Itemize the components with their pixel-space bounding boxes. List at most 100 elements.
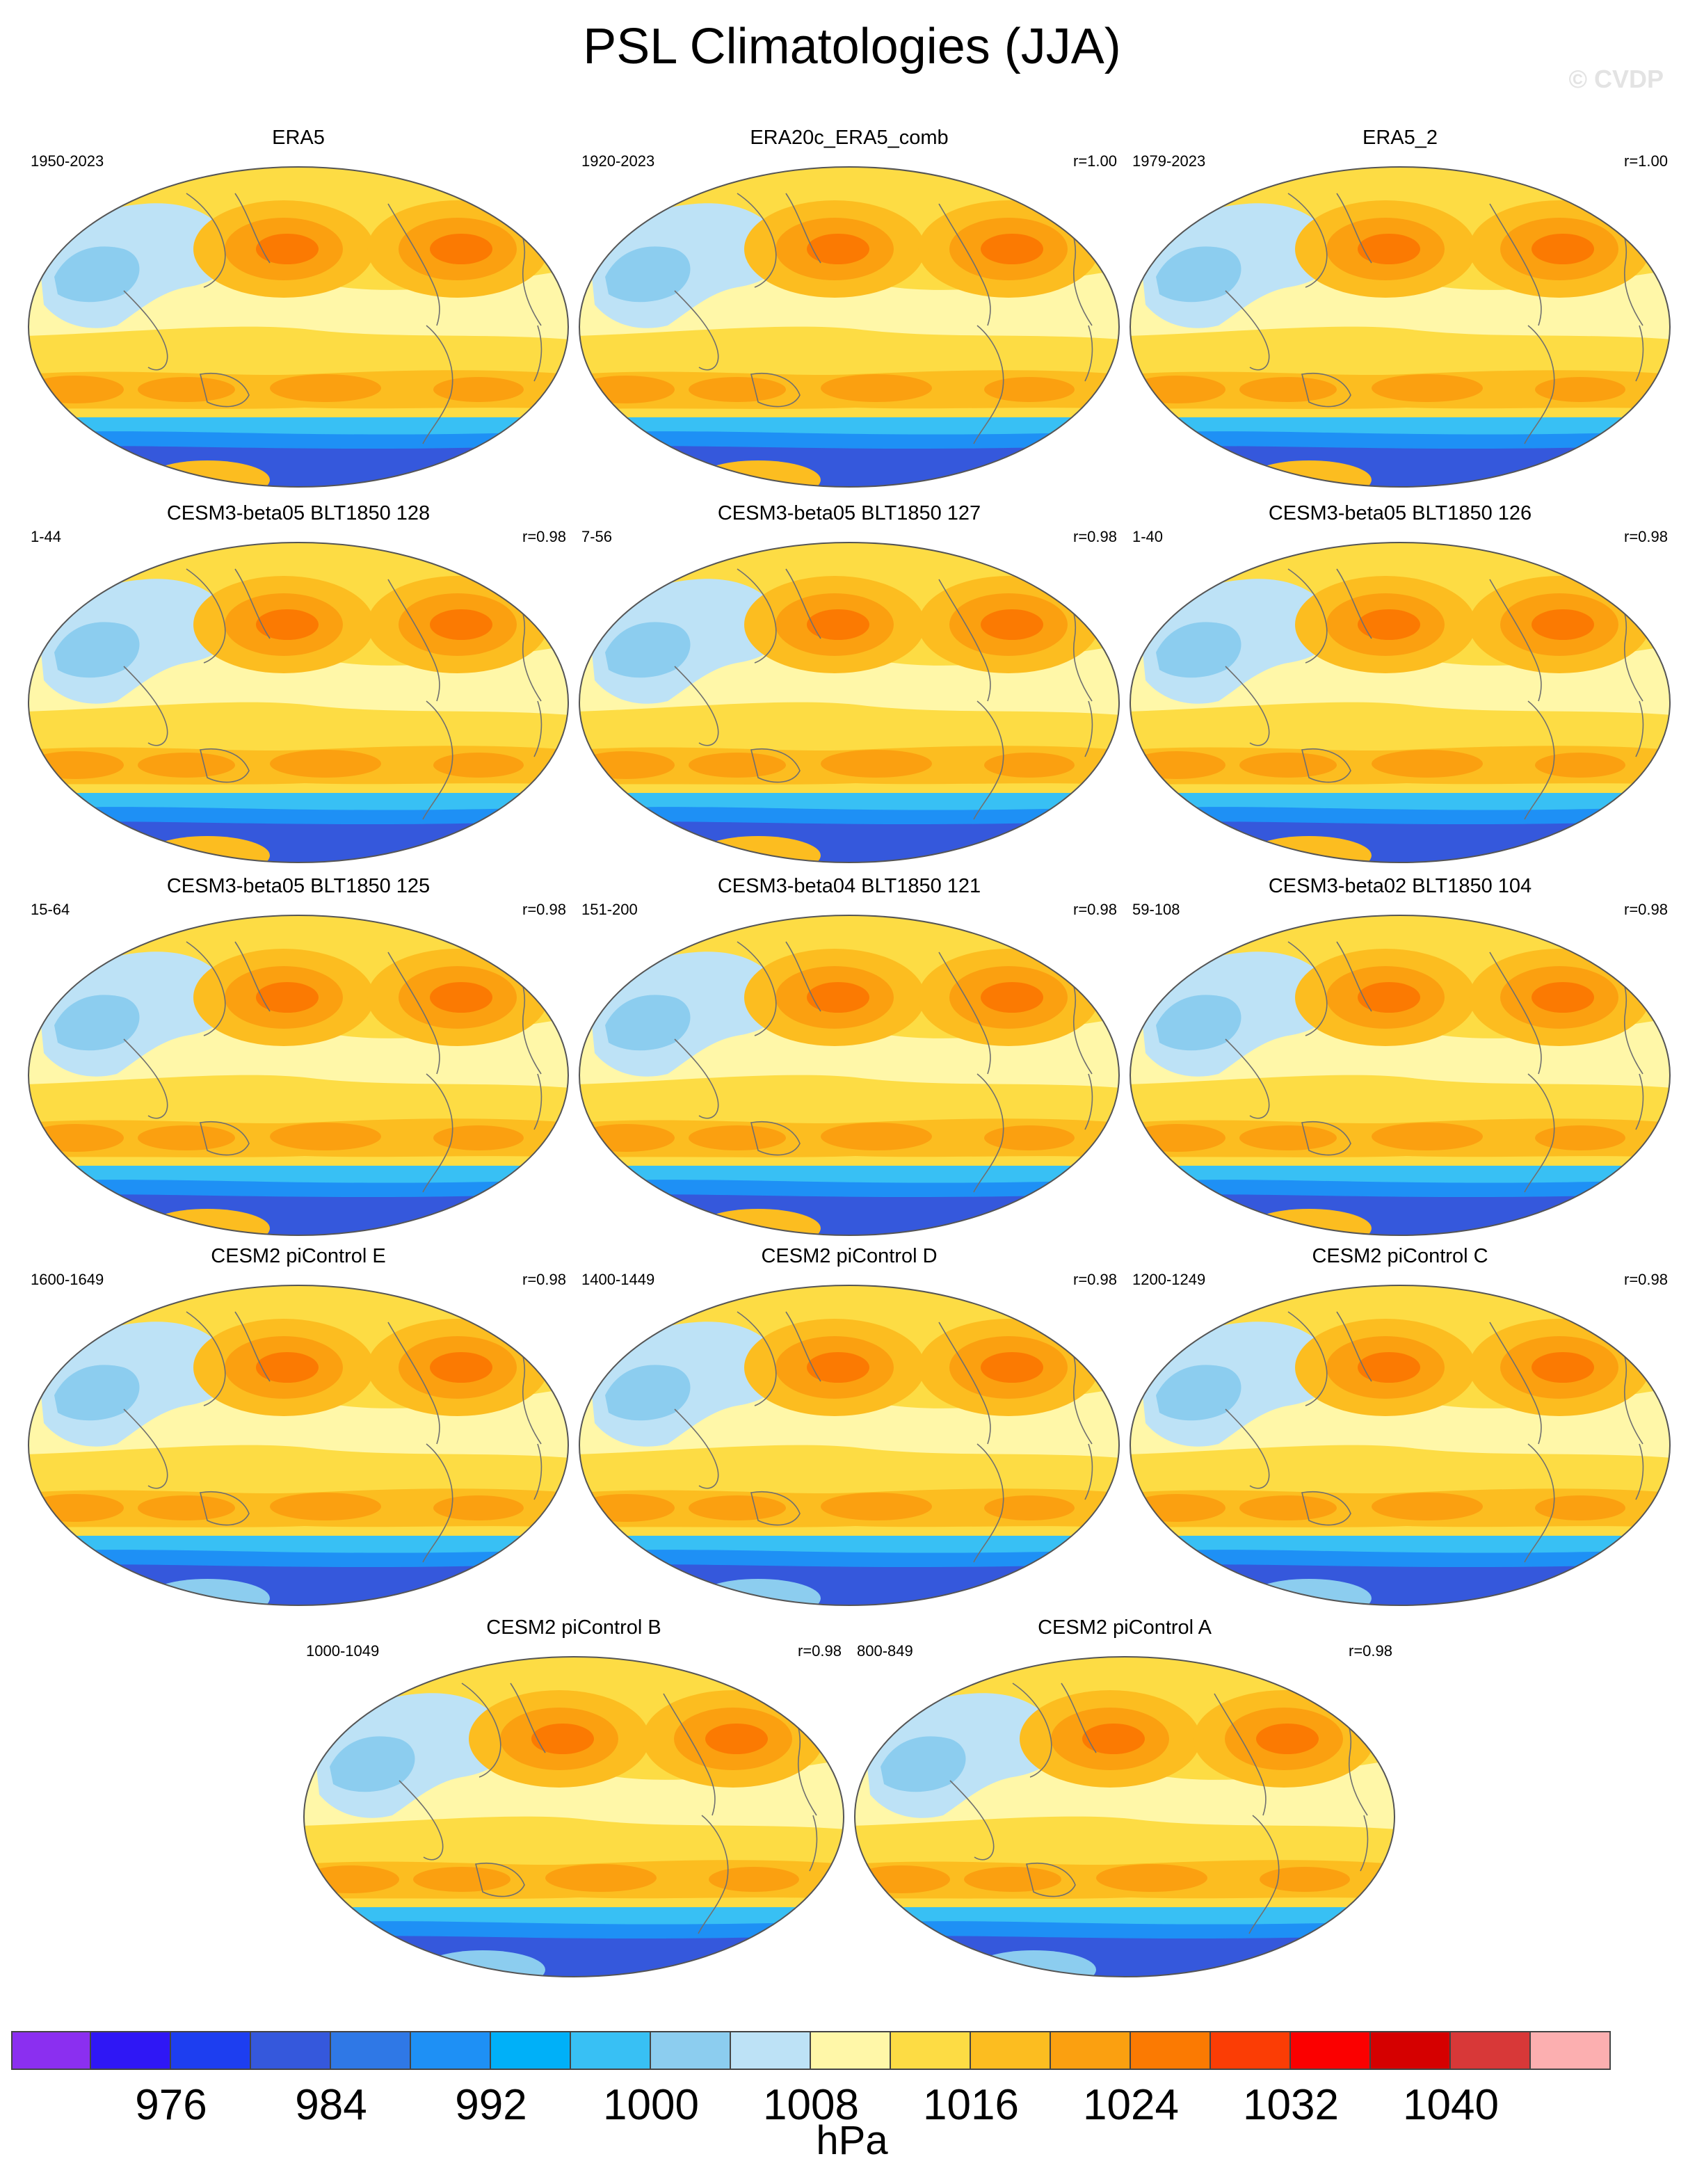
world-map — [1130, 915, 1671, 1236]
panel-correlation: r=0.98 — [1349, 1642, 1392, 1660]
coastline — [1225, 1408, 1270, 1489]
world-map — [579, 1285, 1120, 1606]
coastline — [1524, 1443, 1555, 1563]
coastline — [1489, 1322, 1542, 1445]
panel-title: ERA20c_ERA5_comb — [750, 127, 949, 149]
coastline — [200, 748, 250, 783]
world-map — [579, 915, 1120, 1236]
coastline — [533, 325, 542, 382]
coastline — [234, 568, 271, 639]
coastline — [123, 1408, 168, 1489]
southern-high-cell — [1096, 1864, 1207, 1892]
panel-map — [1128, 914, 1672, 1240]
southern-high-cell — [689, 377, 786, 402]
coastline — [1336, 193, 1372, 264]
southern-high-cell — [689, 1125, 786, 1150]
panel-year-range: 1979-2023 — [1132, 152, 1206, 170]
panel-map — [577, 1284, 1121, 1610]
map-panel: CESM2 piControl B 1000-1049 r=0.98 — [302, 1615, 846, 1977]
coastline — [1301, 748, 1351, 783]
coastline — [938, 579, 991, 702]
map-panel: CESM2 piControl C 1200-1249 r=0.98 — [1128, 1244, 1672, 1606]
coastline — [234, 1311, 271, 1382]
coastline — [1336, 568, 1372, 639]
southern-high-cell — [821, 1123, 932, 1150]
colorbar-units: hPa — [816, 2118, 888, 2163]
map-outline — [28, 166, 569, 488]
map-outline — [1130, 1285, 1671, 1606]
asian-low-core — [605, 1365, 691, 1421]
atlantic-high-peak — [430, 1352, 492, 1383]
coastline — [1084, 1443, 1093, 1500]
colorbar-tick-label: 1032 — [1243, 2081, 1339, 2129]
panel-map — [26, 541, 570, 867]
coastline — [785, 1311, 821, 1382]
figure-title: PSL Climatologies (JJA) — [583, 19, 1121, 74]
coastline — [200, 1121, 250, 1156]
panel-title: CESM3-beta05 BLT1850 128 — [166, 502, 431, 524]
pacific-high-peak — [256, 609, 319, 640]
coastline — [422, 1073, 453, 1193]
pacific-high-peak — [1358, 1352, 1420, 1383]
southern-high-cell — [1239, 753, 1337, 778]
colorbar-tick-label: 992 — [455, 2081, 527, 2129]
colorbar-tick-label: 1024 — [1083, 2081, 1179, 2129]
world-map — [28, 1285, 569, 1606]
coastline — [973, 325, 1004, 444]
map-outline — [28, 542, 569, 863]
coastline — [938, 952, 991, 1075]
map-outline — [579, 166, 1120, 488]
coastline — [1635, 1443, 1644, 1500]
atlantic-high-peak — [430, 234, 492, 264]
panel-year-range: 7-56 — [581, 528, 613, 545]
coastline — [1084, 325, 1093, 382]
southern-high-cell — [1130, 1494, 1225, 1522]
world-map — [1130, 1285, 1671, 1606]
colorbar-swatch — [1371, 2031, 1451, 2070]
southern-high-cell — [1535, 1125, 1625, 1150]
coastline — [750, 1121, 801, 1156]
asian-low-core — [605, 246, 691, 303]
world-map — [579, 542, 1120, 863]
southern-high-cell — [1372, 750, 1483, 778]
coastline — [234, 941, 271, 1012]
southern-high-cell — [1535, 1495, 1625, 1520]
coastline — [949, 1780, 995, 1861]
coastline — [938, 203, 991, 326]
colorbar-swatch — [1131, 2031, 1211, 2070]
southern-high-cell — [1535, 753, 1625, 778]
southern-high-cell — [984, 377, 1075, 402]
southern-high-cell — [579, 1124, 675, 1152]
asian-low-core — [605, 995, 691, 1051]
asian-low-core — [605, 622, 691, 678]
southern-high-cell — [138, 753, 235, 778]
world-map — [1130, 542, 1671, 863]
map-panel: CESM3-beta05 BLT1850 128 1-44 r=0.98 — [26, 501, 570, 863]
southern-ocean-low-core — [579, 1564, 1119, 1605]
southern-high-cell — [689, 1495, 786, 1520]
coastline — [1248, 1815, 1280, 1934]
colorbar-swatch — [1051, 2031, 1131, 2070]
coastline — [973, 700, 1004, 820]
coastline — [1026, 1863, 1076, 1897]
colorbar-swatch — [1451, 2031, 1531, 2070]
panel-year-range: 1400-1449 — [581, 1271, 655, 1288]
panel-title: CESM2 piControl A — [1038, 1616, 1212, 1639]
panel-year-range: 59-108 — [1132, 901, 1180, 918]
colorbar-swatch — [491, 2031, 571, 2070]
panel-year-range: 1200-1249 — [1132, 1271, 1206, 1288]
coastline — [200, 373, 250, 408]
coastline — [123, 666, 168, 746]
coastline — [1287, 1311, 1328, 1406]
colorbar-frame — [11, 2031, 1611, 2070]
coastline — [533, 1073, 542, 1130]
panel-year-range: 15-64 — [31, 901, 70, 918]
panel-title: CESM2 piControl B — [486, 1616, 661, 1639]
atlantic-high-peak — [1532, 609, 1594, 640]
coastline — [1084, 1073, 1093, 1130]
coastline — [1524, 325, 1555, 444]
coastline — [475, 1863, 525, 1897]
southern-high-cell — [1239, 377, 1337, 402]
panel-correlation: r=0.98 — [798, 1642, 842, 1660]
panel-correlation: r=1.00 — [1073, 152, 1117, 170]
